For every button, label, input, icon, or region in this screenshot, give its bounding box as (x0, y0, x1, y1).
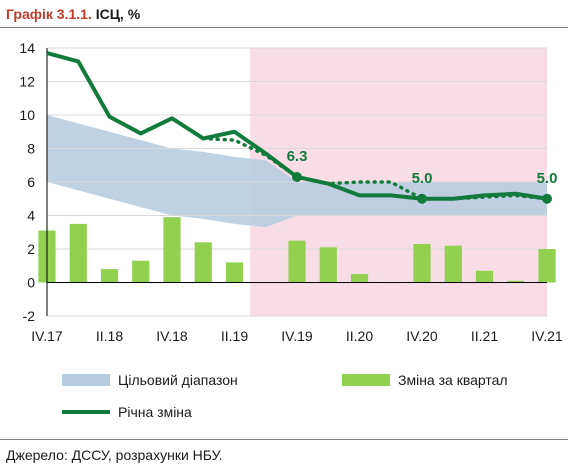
legend-line-label: Річна зміна (118, 404, 192, 420)
annotation-label: 5.0 (537, 170, 558, 187)
bar-quarterly-change (507, 280, 525, 283)
annotation-label: 5.0 (412, 170, 433, 187)
x-tick-label: IV.19 (281, 328, 313, 344)
x-tick-label: II.20 (346, 328, 373, 344)
bar-quarterly-change (538, 249, 556, 283)
legend-item-band: Цільовий діапазон (62, 372, 238, 388)
bar-quarterly-change (225, 262, 244, 283)
legend-band-label: Цільовий діапазон (118, 372, 238, 388)
y-tick-label: 10 (19, 107, 35, 123)
legend-item-line: Річна зміна (62, 404, 192, 420)
bar-quarterly-change (350, 274, 369, 283)
legend-item-bars: Зміна за квартал (342, 372, 508, 388)
bar-quarterly-change (475, 270, 494, 283)
annotation-label: 6.3 (287, 148, 308, 165)
x-tick-label: II.18 (96, 328, 123, 344)
y-tick-label: -2 (23, 308, 36, 324)
x-tick-label: IV.17 (31, 328, 63, 344)
annotation-marker (292, 171, 302, 182)
y-tick-label: 6 (27, 174, 35, 190)
bar-quarterly-change (69, 223, 87, 283)
cpi-chart: -2 0 2 4 6 8 10 12 14 6.3 5.0 5.0 IV.17 II.18 IV.18 II.… (19, 40, 563, 344)
chart-title-number: Графік 3.1.1. (6, 6, 92, 22)
legend-bars-swatch (342, 374, 390, 386)
annotation-marker (417, 193, 427, 204)
bar-quarterly-change (319, 247, 337, 283)
x-tick-label: II.21 (471, 328, 498, 344)
bar-quarterly-change (132, 260, 150, 283)
y-tick-label: 14 (19, 40, 35, 56)
bottom-divider (0, 439, 568, 440)
bar-quarterly-change (413, 243, 431, 283)
bar-quarterly-change (100, 269, 119, 283)
y-tick-label: 0 (27, 275, 35, 291)
legend-line-swatch (62, 410, 110, 414)
bar-quarterly-change (444, 245, 462, 283)
y-tick-label: 8 (27, 141, 35, 157)
source-note: Джерело: ДССУ, розрахунки НБУ. (6, 447, 223, 463)
bar-quarterly-change (194, 242, 212, 283)
bar-quarterly-change (163, 217, 181, 283)
chart-title: Графік 3.1.1. ІСЦ, % (6, 6, 140, 22)
annotation-marker (542, 193, 552, 204)
y-tick-label: 12 (19, 74, 35, 90)
chart-title-name: ІСЦ, % (95, 6, 141, 22)
annual-change-dotted-line (201, 136, 549, 201)
y-tick-label: 4 (27, 208, 35, 224)
top-divider (0, 27, 568, 28)
x-tick-label: IV.20 (406, 328, 438, 344)
bar-quarterly-change (288, 240, 306, 283)
legend-bars-label: Зміна за квартал (398, 372, 508, 388)
x-tick-label: II.19 (221, 328, 248, 344)
legend-band-swatch (62, 374, 110, 386)
x-tick-label: IV.21 (531, 328, 563, 344)
x-tick-label: IV.18 (156, 328, 188, 344)
y-tick-label: 2 (27, 241, 35, 257)
